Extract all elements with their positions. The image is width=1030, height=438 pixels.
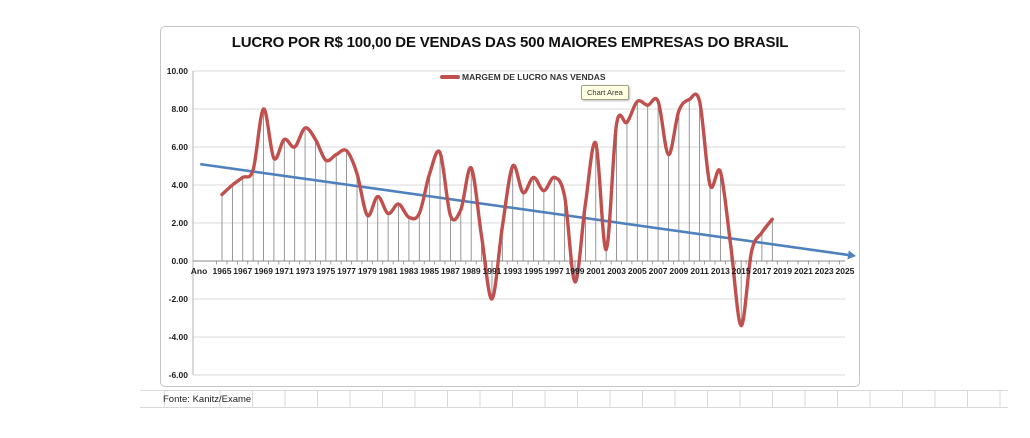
x-axis-label: 2017 bbox=[752, 266, 772, 276]
x-axis-label: 1991 bbox=[482, 266, 502, 276]
y-axis-label: 8.00 bbox=[171, 104, 188, 114]
x-axis-label: 1967 bbox=[233, 266, 253, 276]
x-axis-label: 1971 bbox=[274, 266, 294, 276]
x-axis-label: 1999 bbox=[565, 266, 585, 276]
x-axis-label: 1989 bbox=[461, 266, 481, 276]
x-axis-label: 2021 bbox=[793, 266, 813, 276]
x-axis-label: 1977 bbox=[337, 266, 357, 276]
x-axis-label: 1975 bbox=[316, 266, 336, 276]
x-axis-label: 1981 bbox=[378, 266, 398, 276]
x-axis-label: 1997 bbox=[544, 266, 564, 276]
x-axis-label: 1979 bbox=[357, 266, 377, 276]
x-axis-label: 2003 bbox=[607, 266, 626, 276]
x-axis-label: 1993 bbox=[503, 266, 523, 276]
x-axis-label: 2019 bbox=[773, 266, 793, 276]
y-axis-label: 0.00 bbox=[171, 256, 188, 266]
x-axis-label: 2011 bbox=[690, 266, 709, 276]
x-axis-label: 1995 bbox=[524, 266, 543, 276]
x-axis-label: 1985 bbox=[420, 266, 440, 276]
legend-line-marker bbox=[440, 75, 460, 79]
x-axis-label: 2015 bbox=[731, 266, 751, 276]
y-axis-label: -6.00 bbox=[168, 370, 188, 380]
chart-title: LUCRO POR R$ 100,00 DE VENDAS DAS 500 MA… bbox=[231, 34, 789, 51]
x-axis-label: 1973 bbox=[295, 266, 315, 276]
x-axis-label: 1987 bbox=[440, 266, 460, 276]
x-axis-label: 1969 bbox=[254, 266, 273, 276]
x-axis-prefix-label: Ano bbox=[190, 266, 208, 276]
y-axis-label: -2.00 bbox=[168, 294, 188, 304]
chart-legend[interactable]: MARGEM DE LUCRO NAS VENDAS bbox=[440, 71, 606, 83]
x-axis-label: 2001 bbox=[586, 266, 606, 276]
spreadsheet-row: Fonte: Kanitz/Exame bbox=[140, 390, 1008, 408]
x-axis-label: 1983 bbox=[399, 266, 419, 276]
x-axis-label: 2025 bbox=[835, 266, 855, 276]
x-axis-label: 2007 bbox=[648, 266, 668, 276]
chart-area-tooltip: Chart Area bbox=[581, 85, 629, 100]
x-axis-label: 2023 bbox=[814, 266, 834, 276]
y-axis-label: 10.00 bbox=[166, 66, 188, 76]
y-axis-label: -4.00 bbox=[168, 332, 188, 342]
x-axis-label: 2005 bbox=[627, 266, 647, 276]
y-axis-label: 6.00 bbox=[171, 142, 188, 152]
y-axis-label: 4.00 bbox=[171, 180, 188, 190]
x-axis-label: 2009 bbox=[669, 266, 689, 276]
x-axis-label: 1965 bbox=[212, 266, 232, 276]
source-label: Fonte: Kanitz/Exame bbox=[163, 394, 252, 405]
legend-label: MARGEM DE LUCRO NAS VENDAS bbox=[462, 72, 606, 82]
x-axis-label: 2013 bbox=[710, 266, 730, 276]
y-axis-label: 2.00 bbox=[171, 218, 188, 228]
